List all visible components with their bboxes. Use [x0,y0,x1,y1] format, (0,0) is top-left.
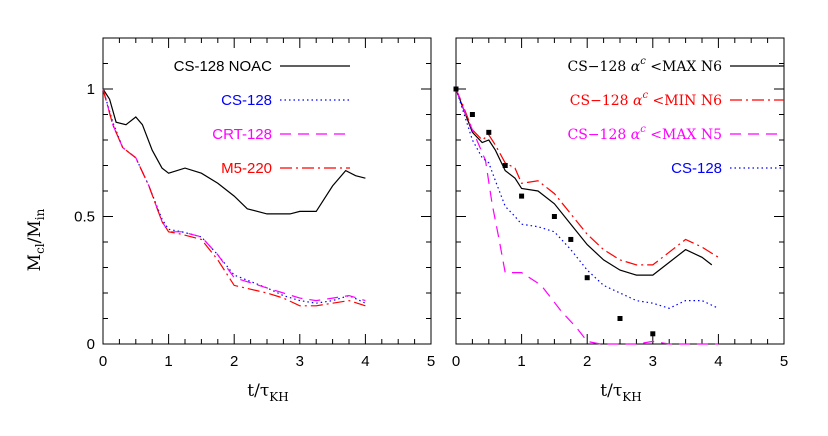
legend-label: CRT-128 [212,126,272,143]
right-panel: 0 1 2 3 4 5 CS−128 αc <MAX N6 CS−128 αc <MIN N6… [452,37,788,370]
y-tick-label: 1 [87,81,95,98]
y-axis-label: Mcl/Min [25,208,47,271]
legend-label: CS−128 αc <MAX N5 [568,124,723,143]
x-tick-label: 3 [649,353,657,370]
legend-label: CS−128 αc <MAX N6 [568,56,723,75]
x-tick-label: 0 [99,353,107,370]
series-line [102,88,366,215]
data-point [584,275,590,281]
series-line [455,88,719,309]
series-line [455,88,719,345]
series-line [455,88,713,276]
data-point [617,316,623,321]
legend-label: CS-128 [221,92,272,109]
x-tick-label: 5 [427,353,435,370]
y-tick-label: 0.5 [74,209,95,226]
legend-label: M5-220 [221,160,272,177]
data-point [568,236,574,242]
legend-label: CS−128 αc <MIN N6 [570,90,722,109]
x-tick-label: 1 [517,353,525,370]
legend-label: CS-128 NOAC [174,58,273,75]
x-tick-label: 3 [296,353,304,370]
data-point [551,214,557,219]
x-axis-label-left: t/τKH [247,381,288,404]
data-point [519,193,525,199]
data-point [650,331,656,337]
data-point [453,86,459,92]
data-point [469,112,475,117]
x-axis-label-right: t/τKH [600,381,641,404]
x-tick-label: 4 [361,353,369,370]
legend-label: CS-128 [671,160,722,177]
x-tick-label: 2 [230,353,238,370]
data-point [486,129,492,135]
x-tick-label: 4 [714,353,722,370]
y-tick-label: 0 [87,336,95,353]
series-line [102,88,366,307]
x-tick-label: 1 [164,353,172,370]
left-panel: 0 1 2 3 4 5 0 0.5 1 CS-128 NOAC CS-128 CRT-128 M5-22… [74,37,435,370]
x-tick-label: 0 [452,353,460,370]
plot-frame [455,37,785,345]
series-line [455,88,719,266]
x-tick-label: 2 [583,353,591,370]
x-tick-label: 5 [780,353,788,370]
plot-frame [102,37,432,345]
series-line [102,88,366,302]
data-point [502,163,508,168]
